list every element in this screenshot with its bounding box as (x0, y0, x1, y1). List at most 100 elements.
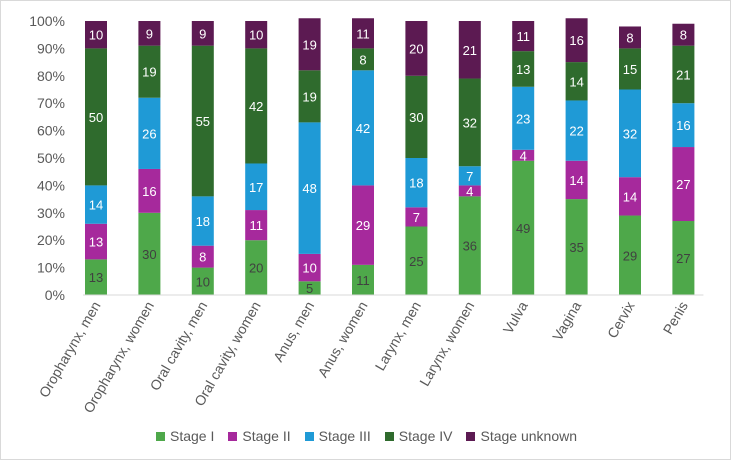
data-label: 11 (249, 218, 263, 233)
data-label: 22 (569, 124, 583, 139)
bars: 13 13 14 50 10 30 16 26 19 9 10 8 18 55 9 20 11 17 42 10 5 10… (83, 18, 704, 296)
bar-segment-stage-unknown (138, 21, 161, 46)
data-label: 30 (142, 247, 156, 262)
bar-segment-stage-i (138, 212, 161, 295)
category-label: Larynx, men (372, 299, 424, 374)
data-label: 26 (142, 126, 156, 141)
data-label: 21 (676, 67, 690, 82)
bar-segment-stage-iv (138, 45, 161, 98)
legend-item: Stage unknown (466, 428, 577, 444)
data-label: 29 (356, 218, 370, 233)
legend-label: Stage I (169, 428, 215, 444)
data-label: 8 (199, 250, 206, 265)
legend-swatch (228, 431, 238, 441)
legend-item: Stage II (228, 428, 291, 444)
bar-segment-stage-ii (672, 147, 695, 222)
bar-segment-stage-iv (245, 48, 268, 164)
bar-segment-stage-i (352, 264, 374, 295)
legend-label: Stage unknown (480, 428, 578, 444)
data-label: 13 (516, 62, 530, 77)
data-label: 21 (463, 43, 477, 58)
data-label: 14 (569, 74, 583, 89)
data-label: 27 (676, 177, 690, 192)
data-label: 10 (196, 274, 210, 289)
data-label: 11 (516, 29, 530, 44)
data-label: 18 (409, 176, 423, 191)
legend-swatch (384, 431, 394, 441)
data-label: 19 (302, 89, 316, 104)
data-label: 5 (306, 281, 313, 296)
bar-segment-stage-i (405, 226, 428, 295)
bar-segment-stage-iv (352, 48, 374, 71)
data-label: 20 (409, 41, 423, 56)
data-label: 14 (623, 189, 637, 204)
legend-swatch (304, 431, 314, 441)
category-label: Vulva (500, 298, 531, 336)
data-label: 29 (623, 248, 637, 263)
bar-segment-stage-i (512, 160, 535, 295)
bar-segment-stage-i (245, 240, 268, 295)
data-label: 9 (199, 26, 206, 41)
data-label: 18 (196, 214, 210, 229)
bar-segment-stage-iv (565, 62, 588, 101)
y-tick-label: 70% (37, 95, 65, 111)
bar-segment-stage-iii (512, 86, 535, 150)
bar-segment-stage-unknown (458, 21, 481, 79)
y-tick-label: 100% (29, 13, 65, 29)
data-label: 19 (302, 37, 316, 52)
bar-segment-stage-ii (458, 185, 481, 197)
data-label: 8 (680, 28, 687, 43)
bar-segment-stage-unknown (565, 18, 588, 63)
data-label: 23 (516, 111, 530, 126)
data-label: 14 (89, 198, 103, 213)
category-label: Oral cavity, men (146, 299, 210, 394)
bar-segment-stage-ii (405, 207, 428, 227)
bar-segment-stage-i (458, 196, 481, 295)
y-tick-label: 50% (37, 150, 65, 166)
y-tick-label: 80% (37, 68, 65, 84)
y-axis: 0% 10% 20% 30% 40% 50% 60% 70% 80% 90% 100% (29, 13, 65, 303)
data-label: 17 (249, 180, 263, 195)
data-label: 13 (89, 235, 103, 250)
bar-segment-stage-unknown (352, 18, 374, 49)
bar-segment-stage-ii (138, 168, 161, 213)
bar-segment-stage-i (191, 267, 214, 295)
data-label: 50 (89, 110, 103, 125)
bar-segment-stage-iv (405, 75, 428, 158)
bar-segment-stage-iv (619, 48, 641, 90)
data-label: 32 (623, 126, 637, 141)
bar-segment-stage-unknown (85, 21, 107, 49)
bar-segment-stage-iii (138, 97, 161, 169)
legend-item: Stage I (155, 428, 215, 444)
bar-segment-stage-iii (619, 89, 641, 178)
legend-swatch (466, 431, 476, 441)
data-label: 35 (569, 240, 583, 255)
data-label: 10 (249, 28, 263, 43)
bar-segment-stage-iii (405, 158, 428, 208)
bar-segment-stage-iii (85, 185, 107, 224)
data-label: 7 (466, 169, 473, 184)
bar-segment-stage-iii (191, 196, 214, 246)
bar-segment-stage-ii (512, 149, 535, 161)
data-label: 10 (89, 28, 103, 43)
data-label: 20 (249, 261, 263, 276)
y-tick-label: 60% (37, 123, 65, 139)
category-label: Cervix (604, 299, 638, 341)
bar-segment-stage-iv (458, 78, 481, 167)
y-tick-label: 40% (37, 177, 65, 193)
data-label: 30 (409, 110, 423, 125)
data-label: 9 (146, 26, 153, 41)
data-label: 13 (89, 270, 103, 285)
category-label: Vagina (549, 298, 584, 343)
bar-segment-stage-iii (565, 100, 588, 161)
legend-swatch (155, 431, 165, 441)
bar-segment-stage-iii (352, 70, 374, 186)
category-label: Larynx, women (416, 299, 477, 389)
bar-segment-stage-i (298, 281, 321, 295)
bar-segment-stage-i (565, 199, 588, 295)
bar-segment-stage-unknown (298, 18, 321, 71)
legend-label: Stage II (242, 428, 291, 444)
bar-segment-stage-iii (245, 163, 268, 211)
